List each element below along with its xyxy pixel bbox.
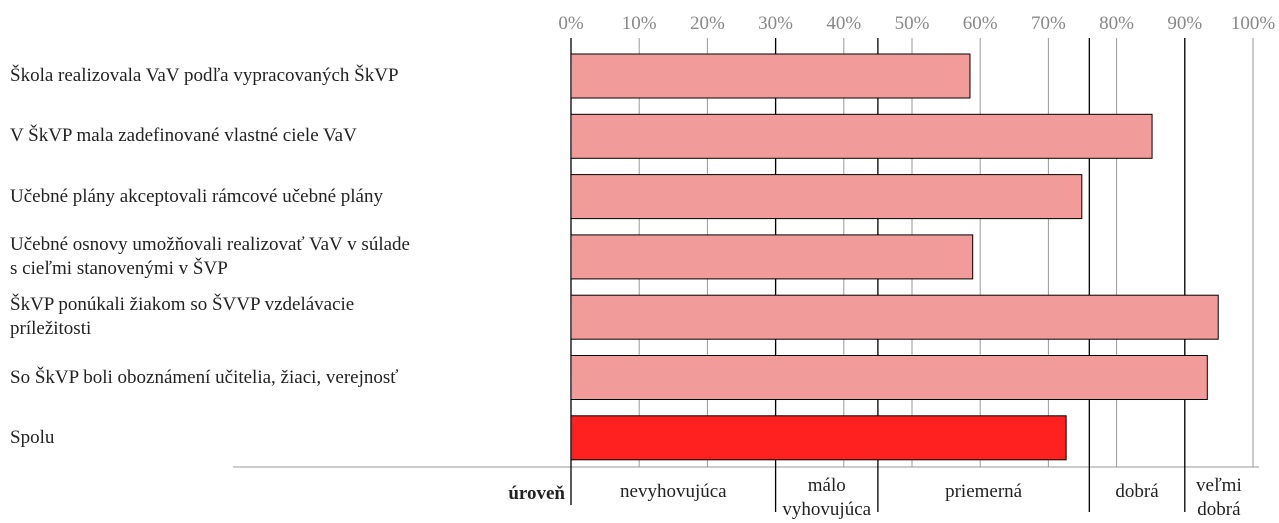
category-label: ŠkVP ponúkali žiakom so ŠVVP vzdelávacie… (10, 294, 355, 340)
x-tick-label: 80% (1099, 13, 1135, 34)
x-tick-label: 100% (1230, 13, 1276, 34)
bar (570, 294, 1219, 340)
level-title: úroveň (508, 483, 565, 504)
bar (570, 355, 1208, 400)
level-label: nevyhovujúca (620, 481, 727, 502)
x-tick-label: 20% (689, 13, 725, 34)
category-label: Škola realizovala VaV podľa vypracovanýc… (10, 65, 399, 86)
level-label: priemerná (945, 481, 1023, 502)
x-tick-label: 50% (894, 13, 930, 34)
category-label: V ŠkVP mala zadefinované vlastné ciele V… (10, 125, 357, 147)
level-label: málo vyhovujúca (782, 475, 872, 520)
level-label: veľmi dobrá (1196, 475, 1242, 520)
bar (570, 53, 971, 99)
x-tick-label: 70% (1030, 13, 1066, 34)
bar (570, 174, 1083, 220)
category-label: Spolu (10, 426, 55, 448)
x-tick-label: 90% (1167, 13, 1203, 34)
category-label: Učebné osnovy umožňovali realizovať VaV … (10, 233, 410, 279)
bar (570, 415, 1067, 461)
category-label: Učebné plány akceptovali rámcové učebné … (10, 185, 383, 207)
bar (570, 234, 974, 280)
bar (570, 113, 1153, 159)
level-label: dobrá (1115, 481, 1159, 502)
x-tick-label: 30% (758, 13, 794, 34)
x-tick-label: 0% (558, 13, 584, 34)
x-tick-label: 60% (962, 13, 998, 34)
x-tick-label: 10% (621, 13, 657, 34)
category-label: So ŠkVP boli oboznámení učitelia, žiaci,… (10, 366, 399, 388)
x-tick-label: 40% (826, 13, 862, 34)
